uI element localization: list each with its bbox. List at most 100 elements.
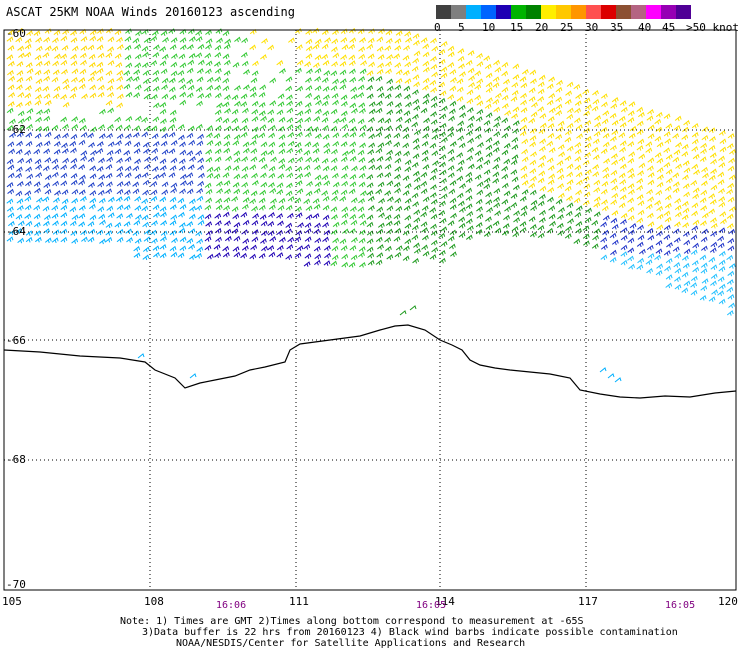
wind-barb <box>599 367 607 373</box>
wind-barb <box>169 219 177 226</box>
wind-barb <box>395 77 403 84</box>
wind-barb <box>89 197 97 204</box>
wind-barb <box>276 252 284 258</box>
wind-barb <box>251 70 259 76</box>
wind-barb <box>520 173 528 179</box>
wind-barb <box>483 55 491 61</box>
wind-barb <box>701 126 709 133</box>
wind-barb <box>727 238 735 244</box>
wind-barb <box>611 223 619 230</box>
wind-barb <box>438 48 446 55</box>
wind-barb <box>603 158 610 164</box>
wind-barb <box>160 230 168 237</box>
wind-barb <box>385 155 392 162</box>
wind-barb <box>348 27 356 34</box>
wind-barb <box>665 177 673 184</box>
wind-barb <box>627 189 635 195</box>
wind-barb <box>629 125 637 132</box>
wind-barb <box>24 195 32 202</box>
wind-barb <box>314 38 322 45</box>
wind-barb <box>627 215 635 221</box>
wind-barb <box>431 150 439 157</box>
legend-swatch <box>481 5 496 19</box>
wind-barb <box>78 164 86 170</box>
wind-barb <box>430 167 438 174</box>
wind-barb <box>87 156 95 163</box>
wind-barb <box>537 162 545 168</box>
wind-barb <box>528 216 536 222</box>
wind-barb <box>349 181 357 188</box>
wind-barb <box>476 189 484 196</box>
wind-barb <box>709 199 717 205</box>
wind-barb <box>322 86 330 92</box>
wind-barb <box>339 238 347 245</box>
wind-barb <box>303 164 311 171</box>
wind-barb <box>186 92 194 98</box>
wind-barb <box>258 110 266 116</box>
wind-barb <box>223 197 231 203</box>
wind-barb <box>728 228 736 235</box>
wind-barb <box>304 116 312 123</box>
wind-barb <box>591 220 599 226</box>
wind-barb <box>303 244 311 250</box>
wind-barb <box>188 36 196 42</box>
wind-barb <box>312 27 320 34</box>
legend-swatch <box>541 5 556 19</box>
wind-barb <box>547 132 555 139</box>
wind-barb <box>583 183 591 190</box>
wind-barb <box>195 252 202 259</box>
wind-barb <box>312 43 320 50</box>
wind-barb <box>521 156 529 163</box>
wind-barb <box>268 132 276 139</box>
wind-barb <box>313 94 321 101</box>
wind-barb <box>35 172 43 178</box>
wind-barb <box>142 221 150 228</box>
wind-barb <box>35 126 43 132</box>
wind-barb <box>511 226 519 232</box>
wind-barb <box>322 214 330 221</box>
wind-barb <box>60 212 68 218</box>
wind-barb <box>141 205 149 212</box>
wind-barb <box>727 270 735 277</box>
wind-barb <box>530 205 537 212</box>
wind-barb <box>133 219 141 226</box>
wind-barb <box>393 236 401 242</box>
wind-barb <box>133 148 141 154</box>
wind-barb <box>52 220 59 226</box>
wind-barb <box>591 105 599 112</box>
wind-barb <box>710 184 718 191</box>
wind-barb <box>611 239 619 246</box>
wind-barb <box>216 102 223 109</box>
wind-barb <box>558 207 565 213</box>
wind-barb <box>485 216 492 222</box>
wind-barb <box>556 126 564 132</box>
wind-barb <box>664 216 672 223</box>
wind-barb <box>251 205 258 212</box>
wind-barb <box>377 142 385 148</box>
wind-barb <box>627 206 635 213</box>
wind-barb <box>267 44 275 51</box>
wind-barb <box>258 157 266 163</box>
wind-barb <box>258 204 266 211</box>
legend-swatch <box>436 5 451 19</box>
wind-barb <box>440 226 448 232</box>
wind-barb <box>501 198 509 205</box>
legend-labels: 0 5 10 15 20 25 30 35 40 45 >50 knots <box>430 21 740 35</box>
wind-barb <box>150 94 158 100</box>
wind-barb <box>672 133 680 139</box>
wind-barb <box>107 78 115 84</box>
wind-barb <box>60 228 68 235</box>
wind-barb <box>323 245 331 251</box>
wind-barb <box>105 188 112 194</box>
wind-barb <box>52 93 60 99</box>
wind-barb <box>368 108 376 115</box>
wind-barb <box>124 54 132 61</box>
wind-barb <box>413 40 420 46</box>
wind-barb <box>161 77 169 84</box>
wind-barb <box>70 172 78 179</box>
wind-barb <box>231 196 238 202</box>
wind-barb <box>322 165 330 172</box>
wind-barb <box>609 135 617 142</box>
wind-barb <box>151 166 159 172</box>
wind-barb <box>8 92 15 98</box>
